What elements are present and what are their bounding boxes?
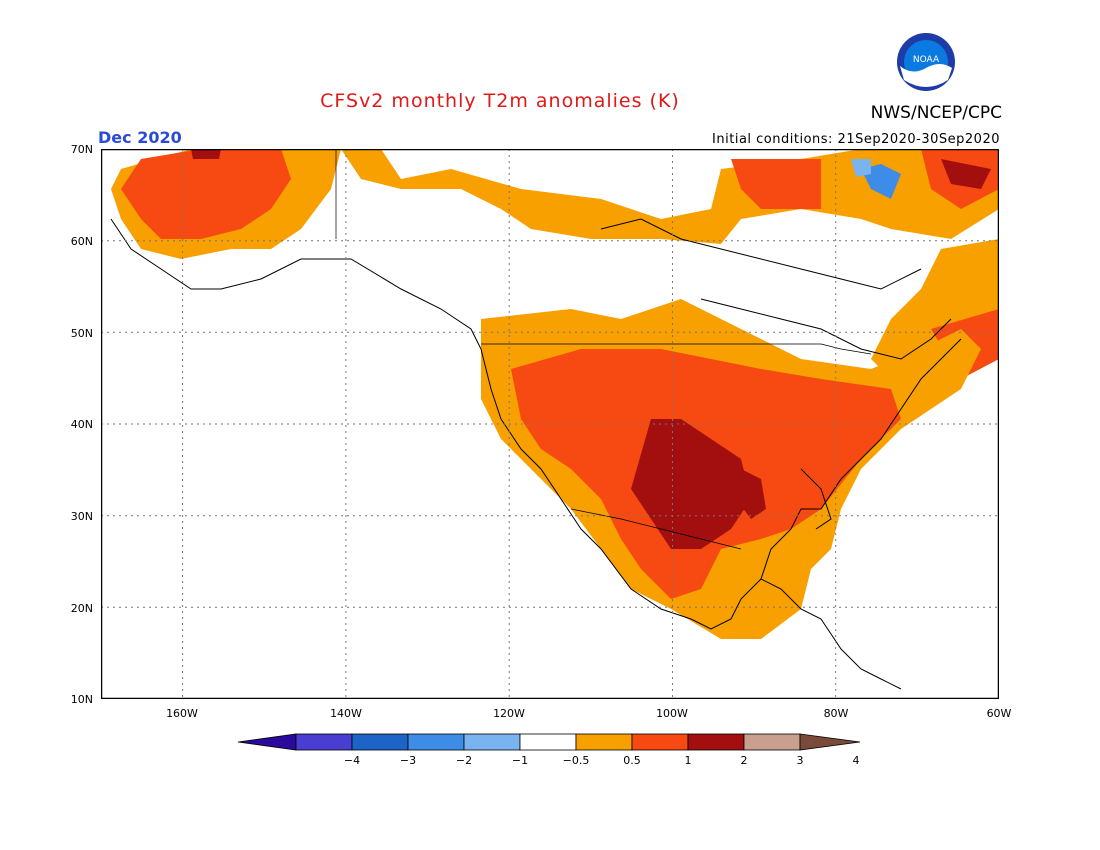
lon-tick-label: 80W — [824, 707, 849, 720]
forecast-month: Dec 2020 — [98, 128, 182, 147]
map-svg — [100, 148, 1000, 700]
anomaly-region-us-4 — [736, 469, 766, 519]
colorbar-label: −1 — [512, 754, 528, 767]
colorbar-label: 0.5 — [623, 754, 641, 767]
chart-title: CFSv2 monthly T2m anomalies (K) — [320, 90, 680, 112]
lon-tick-label: 60W — [987, 707, 1012, 720]
colorbar-swatch — [519, 733, 577, 751]
coastlines — [110, 218, 962, 690]
colorbar-label: −4 — [344, 754, 360, 767]
anomaly-region-us-3 — [631, 419, 751, 549]
colorbar-arrow-low — [237, 733, 297, 751]
colorbar-label: 2 — [741, 754, 748, 767]
map-frame — [100, 148, 1000, 700]
colorbar-label: −3 — [400, 754, 416, 767]
anomaly-region-alaska-3 — [191, 149, 221, 159]
borders — [335, 149, 872, 550]
colorbar-arrow-high — [799, 733, 861, 751]
colorbar-label: 1 — [685, 754, 692, 767]
noaa-logo: NOAA — [896, 32, 956, 92]
colorbar-swatch — [407, 733, 465, 751]
colorbar-swatch — [351, 733, 409, 751]
colorbar: −4 −3 −2 −1 −0.5 0.5 1 2 3 4 — [237, 733, 868, 777]
lat-tick-label: 60N — [71, 235, 93, 248]
lat-tick-label: 70N — [71, 143, 93, 156]
lon-tick-label: 140W — [330, 707, 362, 720]
colorbar-label: −0.5 — [563, 754, 590, 767]
colorbar-swatch — [575, 733, 633, 751]
initial-conditions: Initial conditions: 21Sep2020-30Sep2020 — [712, 132, 1000, 147]
colorbar-label: 3 — [797, 754, 804, 767]
lat-tick-label: 10N — [71, 693, 93, 706]
lon-tick-label: 160W — [166, 707, 198, 720]
lat-tick-label: 20N — [71, 602, 93, 615]
lat-tick-label: 30N — [71, 510, 93, 523]
anomaly-region-arctic-1 — [341, 149, 999, 244]
anomaly-region-alaska-2 — [121, 149, 291, 239]
anomaly-map — [100, 148, 1000, 703]
lat-tick-label: 50N — [71, 327, 93, 340]
lon-tick-label: 100W — [656, 707, 688, 720]
lat-tick-label: 40N — [71, 418, 93, 431]
colorbar-svg: −4 −3 −2 −1 −0.5 0.5 1 2 3 4 — [237, 733, 861, 767]
colorbar-swatch — [463, 733, 521, 751]
colorbar-label: −2 — [456, 754, 472, 767]
anomaly-region-cool-2 — [851, 159, 871, 177]
svg-text:NOAA: NOAA — [913, 55, 940, 65]
colorbar-swatch — [295, 733, 353, 751]
anomaly-region-arctic-2 — [731, 159, 821, 209]
gridlines — [101, 149, 999, 699]
colorbar-swatch — [631, 733, 689, 751]
colorbar-swatch — [743, 733, 801, 751]
colorbar-swatch — [687, 733, 745, 751]
anomaly-region-arctic-4 — [941, 159, 991, 189]
lon-tick-label: 120W — [493, 707, 525, 720]
organization-label: NWS/NCEP/CPC — [870, 103, 1002, 123]
colorbar-label: 4 — [853, 754, 860, 767]
